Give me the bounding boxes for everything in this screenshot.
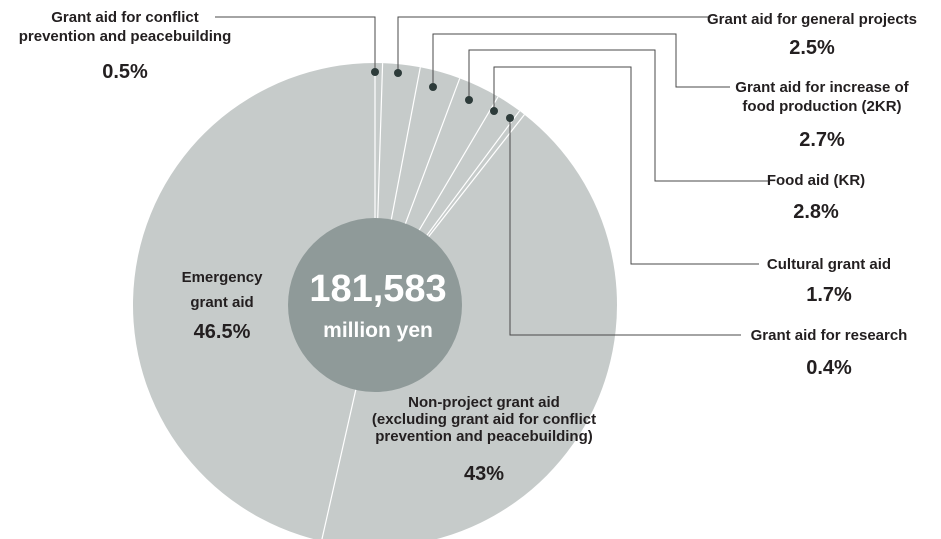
center-total-value: 181,583 <box>309 268 446 310</box>
slice-label: prevention and peacebuilding) <box>375 428 593 445</box>
leader-dot <box>371 68 379 76</box>
leader-dot <box>465 96 473 104</box>
leader-line <box>215 16 376 72</box>
slice-label: Emergency <box>182 269 264 286</box>
slice-non-project-grant-aid-excluding-grant-aid-for-conflict-prevention-and-peacebuilding <box>321 114 617 539</box>
slice-label: prevention and peacebuilding <box>19 28 232 45</box>
slice-label: Grant aid for general projects <box>707 11 917 28</box>
slice-label: Food aid (KR) <box>767 172 865 189</box>
slice-labels: Grant aid for conflict prevention and pea… <box>19 9 917 485</box>
slice-percent: 43% <box>464 463 504 485</box>
center-total-unit: million yen <box>323 319 433 342</box>
leader-dot <box>394 69 402 77</box>
slice-percent: 2.5% <box>789 37 835 59</box>
leader-line <box>468 49 768 182</box>
slice-percent: 1.7% <box>806 284 852 306</box>
slice-label: grant aid <box>190 294 253 311</box>
leader-line <box>493 66 759 265</box>
slice-label: Grant aid for increase of <box>735 79 909 96</box>
slice-label: Grant aid for research <box>751 327 908 344</box>
slice-label: Cultural grant aid <box>767 256 891 273</box>
slice-percent: 2.8% <box>793 201 839 223</box>
leader-line <box>509 118 741 336</box>
slice-label: Non-project grant aid <box>408 394 560 411</box>
slice-label: food production (2KR) <box>742 98 901 115</box>
slice-percent: 0.4% <box>806 357 852 379</box>
slice-percent: 0.5% <box>102 61 148 83</box>
leader-dot <box>429 83 437 91</box>
leader-dot <box>490 107 498 115</box>
slice-label: Grant aid for conflict <box>51 9 199 26</box>
slice-label: (excluding grant aid for conflict <box>372 411 596 428</box>
slice-emergency-grant-aid <box>133 63 375 539</box>
leader-line <box>432 33 730 88</box>
center-circle <box>288 218 462 392</box>
slice-percent: 2.7% <box>799 129 845 151</box>
leader-line <box>397 16 711 73</box>
leader-dot <box>506 114 514 122</box>
leader-lines <box>215 16 768 336</box>
slice-percent: 46.5% <box>194 321 251 343</box>
